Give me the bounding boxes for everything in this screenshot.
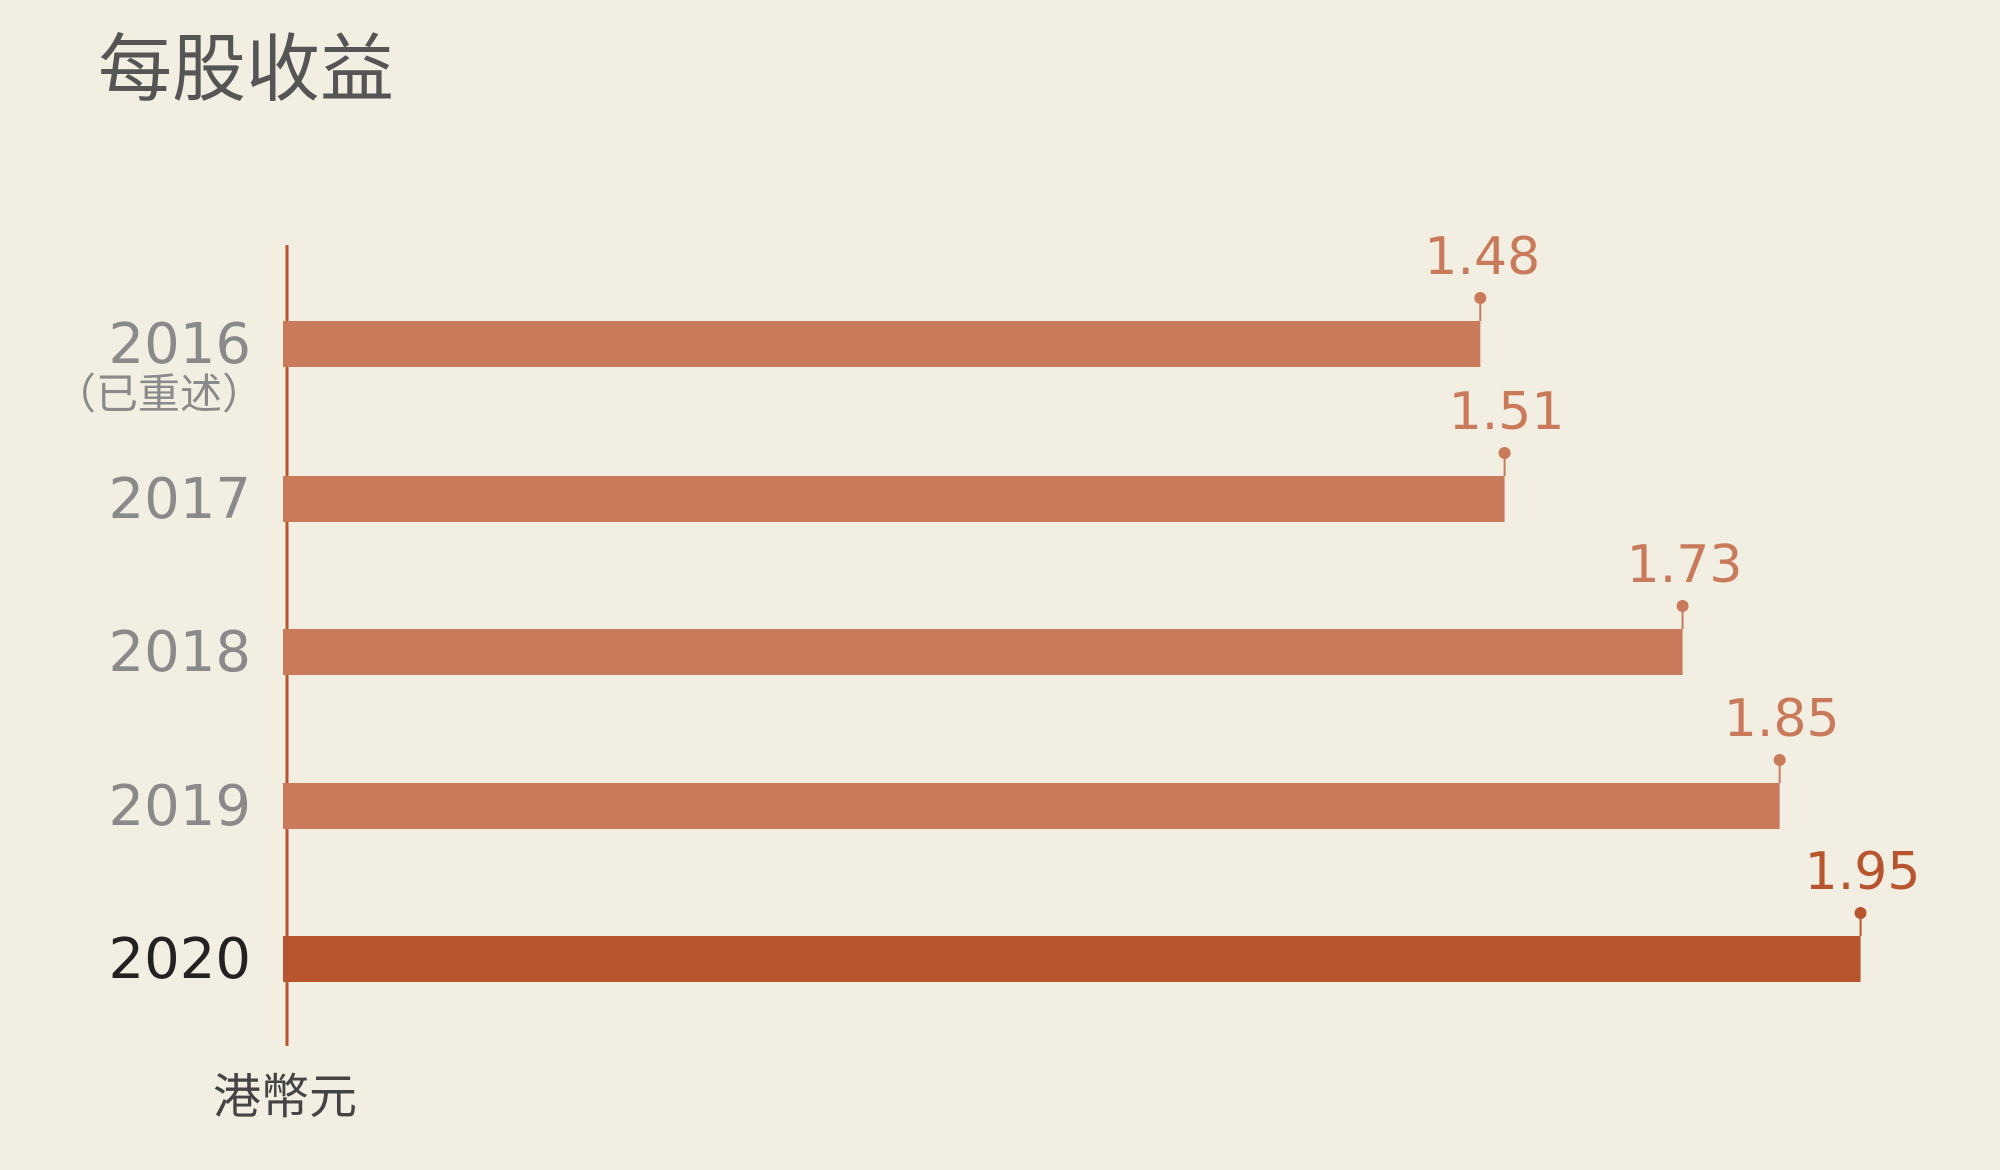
value-label: 1.73 [1627,535,1743,595]
leader-dot [1854,907,1867,919]
y-tick-label: 2016 [108,312,251,377]
y-tick-label: 2017 [108,467,251,532]
y-tick-label: 2020 [108,927,251,992]
category-note: （已重述） [54,370,264,419]
chart-title: 每股收益 [98,27,394,113]
x-axis-label: 港幣元 [213,1069,357,1125]
value-label: 1.51 [1449,382,1565,442]
leader-dot [1498,447,1511,459]
value-label: 1.48 [1424,227,1540,287]
bar [283,629,1683,675]
y-tick-label: 2018 [108,620,251,685]
bar [283,783,1780,829]
y-tick-label: 2019 [108,774,251,839]
leader-dot [1676,600,1689,612]
leader-dot [1773,754,1786,766]
bar [283,476,1505,522]
leader-dot [1474,292,1487,304]
bar [283,321,1481,367]
value-label: 1.85 [1724,689,1840,749]
bar [283,936,1861,982]
value-label: 1.95 [1805,842,1921,902]
